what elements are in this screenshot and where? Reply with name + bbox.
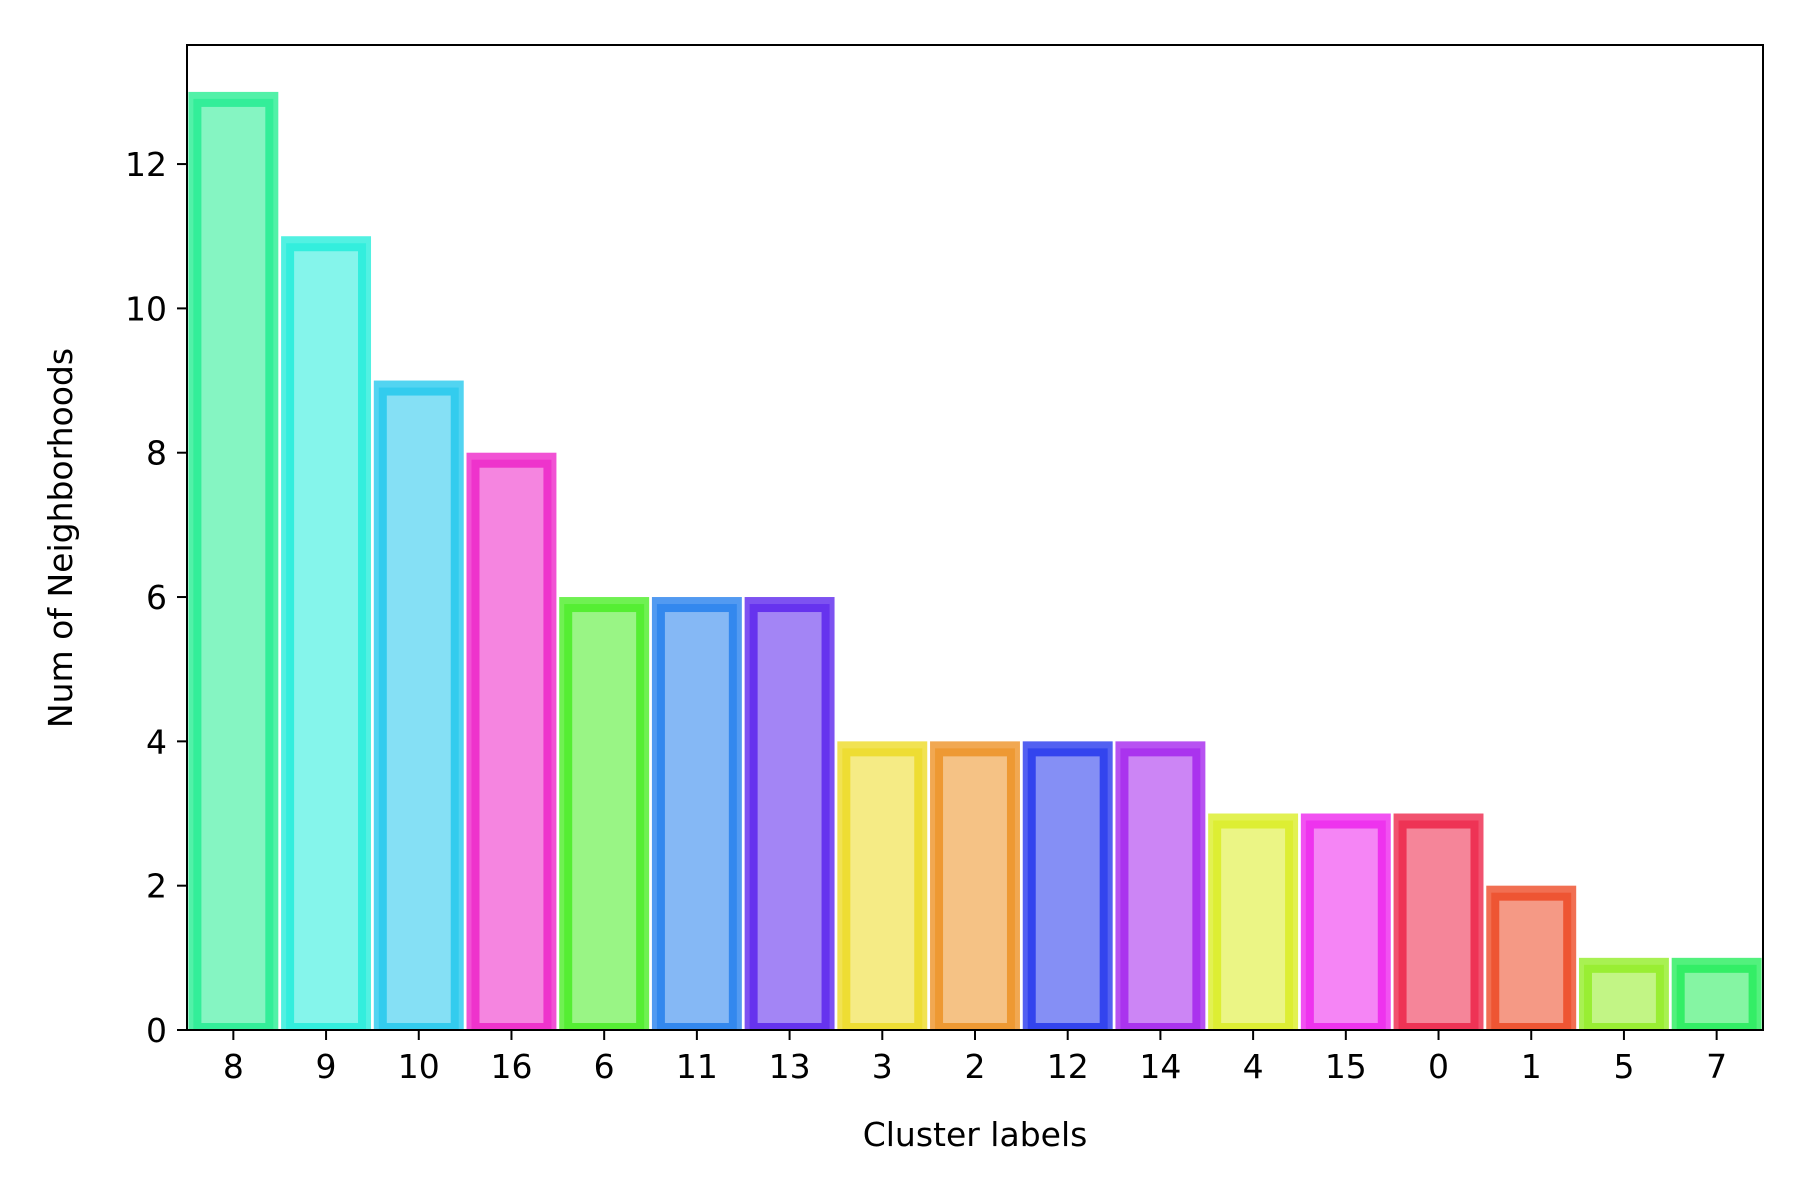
bar-2 [930,741,1020,1031]
x-tick-label-7: 7 [1706,1047,1727,1086]
bar-15 [1300,813,1391,1031]
y-tick-label-8: 8 [146,434,167,473]
x-tick-label-11: 11 [676,1047,718,1086]
x-tick-label-10: 10 [398,1047,440,1086]
bar-1-inner [1491,892,1572,1032]
y-tick-label-0: 0 [146,1011,167,1050]
x-tick-label-9: 9 [316,1047,337,1086]
x-tick-label-3: 3 [872,1047,893,1086]
bar-4 [1208,813,1299,1031]
bar-0-inner [1398,820,1479,1031]
x-axis: 8 9 10 16 6 11 13 3 2 12 14 4 15 0 1 5 7 [223,1030,1727,1086]
x-tick-label-13: 13 [769,1047,811,1086]
bar-7-inner [1676,964,1757,1031]
x-axis-label: Cluster labels [863,1115,1088,1154]
bar-9-inner [286,243,367,1031]
bar-16-inner [471,459,552,1031]
bar-10-inner [378,387,459,1031]
bar-5 [1578,957,1669,1031]
x-tick-label-12: 12 [1047,1047,1089,1086]
x-tick-label-14: 14 [1139,1047,1181,1086]
bar-12-inner [1027,748,1108,1031]
bar-9 [281,236,372,1031]
x-tick-label-6: 6 [594,1047,615,1086]
bar-6 [559,597,650,1031]
bar-3-inner [842,748,923,1031]
bar-13 [744,597,835,1031]
y-axis: 0 2 4 6 8 10 12 [125,145,187,1050]
x-tick-label-0: 0 [1428,1047,1449,1086]
bar-5-inner [1583,964,1664,1031]
bar-1 [1486,885,1577,1032]
bar-8-inner [193,98,274,1031]
x-tick-label-8: 8 [223,1047,244,1086]
bar-16 [466,452,557,1031]
bar-3 [837,741,928,1031]
bar-10 [373,380,464,1031]
bar-2-inner [935,748,1015,1031]
bar-6-inner [564,604,645,1031]
y-tick-label-10: 10 [125,289,167,328]
x-tick-label-15: 15 [1325,1047,1367,1086]
bar-13-inner [749,604,830,1031]
y-tick-label-6: 6 [146,578,167,617]
x-tick-label-2: 2 [965,1047,986,1086]
bar-14 [1115,741,1206,1031]
x-tick-label-1: 1 [1521,1047,1542,1086]
bar-11-inner [656,604,737,1031]
y-tick-label-2: 2 [146,867,167,906]
bar-11 [651,597,742,1031]
bar-4-inner [1213,820,1294,1031]
bars-group [188,91,1762,1032]
bar-14-inner [1120,748,1201,1031]
x-tick-label-5: 5 [1613,1047,1634,1086]
y-tick-label-4: 4 [146,722,167,761]
bar-7 [1671,957,1762,1031]
y-axis-label: Num of Neighborhoods [41,348,80,728]
bar-8 [188,91,279,1031]
bar-0 [1393,813,1484,1031]
y-tick-label-12: 12 [125,145,167,184]
bar-15-inner [1305,820,1386,1031]
bar-12 [1022,741,1113,1031]
x-tick-label-16: 16 [490,1047,532,1086]
x-tick-label-4: 4 [1243,1047,1264,1086]
